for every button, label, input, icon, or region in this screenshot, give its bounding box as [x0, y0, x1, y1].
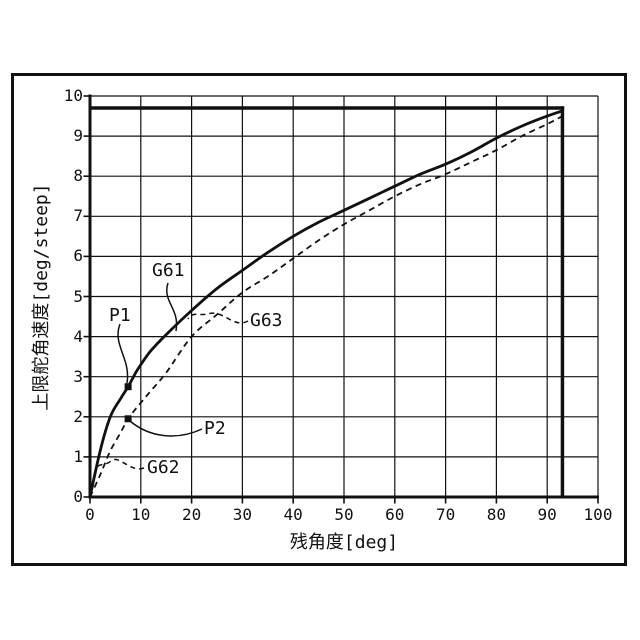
figure-border [11, 73, 627, 566]
y-tick-label: 3 [73, 366, 83, 386]
curve-label-g63: G63 [250, 310, 283, 331]
x-tick-label: 10 [131, 505, 151, 524]
x-tick-label: 90 [537, 505, 557, 524]
curve-label-g62: G62 [147, 457, 180, 478]
x-tick-label: 20 [181, 505, 202, 524]
x-tick-label: 100 [583, 505, 613, 524]
marker-p1 [124, 383, 132, 391]
y-tick-label: 4 [73, 326, 83, 346]
y-tick-label: 2 [73, 406, 83, 426]
x-tick-label: 0 [85, 505, 95, 524]
y-tick-label: 6 [73, 246, 83, 266]
x-tick-label: 60 [385, 505, 405, 524]
x-tick-label: 70 [435, 505, 456, 524]
curve-g63 [89, 115, 563, 498]
y-tick-label: 10 [63, 86, 83, 105]
curve-g61 [88, 109, 563, 498]
y-tick-label: 8 [73, 166, 83, 186]
point-label-p1: P1 [109, 305, 131, 326]
x-tick-label: 40 [283, 505, 303, 524]
curve-label-g61: G61 [152, 260, 185, 281]
y-tick-label: 0 [73, 487, 83, 506]
y-tick-label: 1 [73, 446, 83, 466]
marker-p2 [124, 415, 132, 423]
y-tick-label: 9 [73, 126, 83, 146]
y-tick-label: 7 [73, 206, 83, 226]
x-tick-label: 30 [232, 505, 253, 524]
x-tick-label: 80 [486, 505, 507, 524]
x-tick-label: 50 [334, 505, 354, 524]
x-axis-title: 残角度[deg] [289, 532, 399, 553]
point-label-p2: P2 [204, 418, 226, 439]
y-tick-label: 5 [73, 286, 83, 306]
